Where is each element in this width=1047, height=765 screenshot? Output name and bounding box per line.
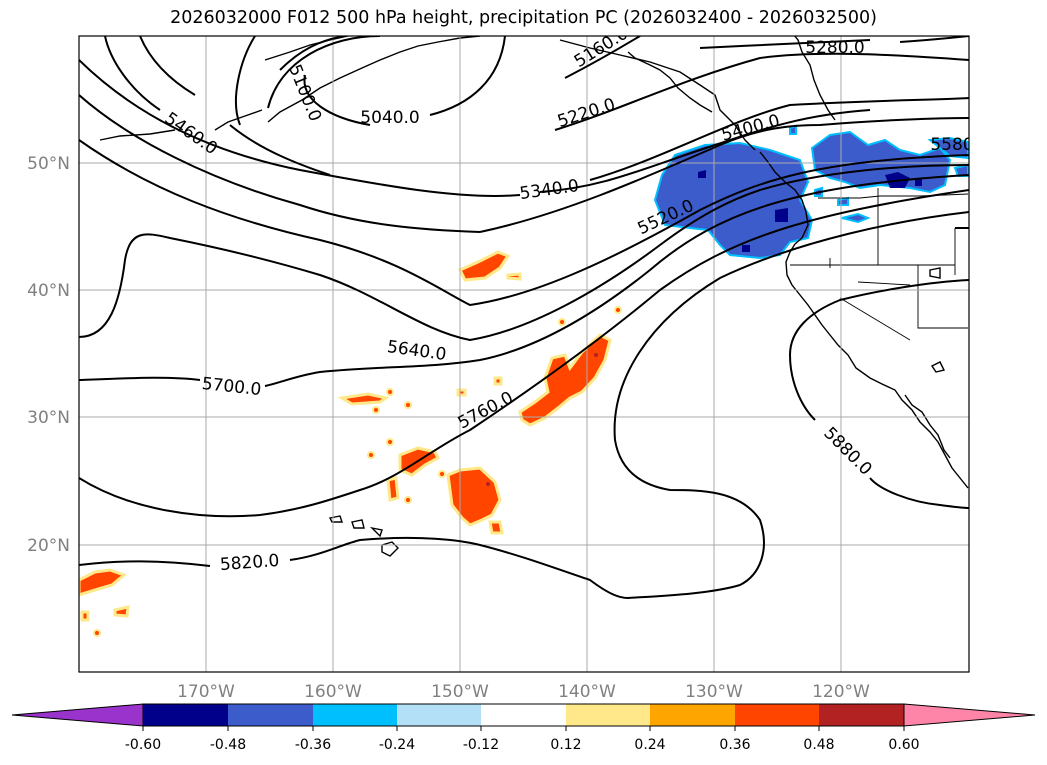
longitude-labels: 170°W 160°W 150°W 140°W 130°W 120°W — [177, 682, 870, 702]
colorbar-swatch — [397, 704, 481, 726]
precip-positive-cores — [486, 353, 598, 486]
colorbar-swatch — [228, 704, 313, 726]
coastlines — [99, 36, 969, 557]
colorbar-extend-high — [903, 703, 1036, 727]
map-panel: 5100.0 5160.0 5280.0 5040.0 5460.0 5220.… — [79, 36, 973, 672]
colorbar-swatch — [650, 704, 735, 726]
colorbar-tick-label: -0.60 — [125, 737, 161, 753]
colorbar-frame — [142, 703, 905, 727]
height-contours — [79, 36, 969, 600]
colorbar-tick-label: -0.24 — [379, 737, 415, 753]
colorbar-tick-label: -0.48 — [210, 737, 246, 753]
lon-label-120w: 120°W — [812, 682, 870, 702]
lon-label-140w: 140°W — [558, 682, 616, 702]
colorbar-tick-label: -0.36 — [295, 737, 331, 753]
colorbar: -0.60 -0.48 -0.36 -0.24 -0.12 0.12 0.24 … — [11, 703, 1036, 753]
colorbar-swatch — [143, 704, 228, 726]
colorbar-swatch — [566, 704, 650, 726]
lat-label-30n: 30°N — [27, 408, 70, 428]
contour-label-5040: 5040.0 — [360, 108, 419, 128]
colorbar-extend-low — [11, 703, 144, 727]
colorbar-tick-label: -0.12 — [463, 737, 499, 753]
colorbar-swatch — [819, 704, 904, 726]
colorbar-swatch — [313, 704, 397, 726]
colorbar-tick-label: 0.48 — [803, 737, 834, 753]
colorbar-tick-label: 0.60 — [888, 737, 919, 753]
lon-label-160w: 160°W — [304, 682, 362, 702]
contour-label-5580: 5580 — [930, 135, 973, 155]
colorbar-tick-label: 0.12 — [550, 737, 581, 753]
lat-label-20n: 20°N — [27, 536, 70, 556]
map-frame — [78, 35, 970, 673]
lon-label-130w: 130°W — [685, 682, 743, 702]
map-title: 2026032000 F012 500 hPa height, precipit… — [170, 8, 877, 28]
colorbar-ticks — [142, 726, 905, 731]
colorbar-swatch — [735, 704, 819, 726]
lon-label-170w: 170°W — [177, 682, 235, 702]
lat-label-40n: 40°N — [27, 281, 70, 301]
contour-label-5280: 5280.0 — [805, 38, 864, 58]
precip-small-cells — [93, 306, 622, 637]
colorbar-swatch — [481, 704, 566, 726]
colorbar-tick-label: 0.36 — [719, 737, 750, 753]
lon-label-150w: 150°W — [431, 682, 489, 702]
lat-label-50n: 50°N — [27, 154, 70, 174]
contour-label-5820: 5820.0 — [219, 551, 280, 575]
latitude-labels: 50°N 40°N 30°N 20°N — [27, 154, 70, 556]
colorbar-tick-label: 0.24 — [634, 737, 665, 753]
gridlines — [79, 36, 969, 672]
